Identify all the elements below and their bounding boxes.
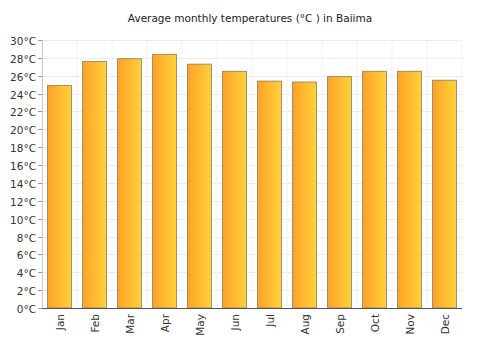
x-axis-line	[42, 308, 462, 309]
vertical-grid-line	[147, 40, 148, 308]
y-tick	[38, 219, 42, 220]
y-tick	[38, 183, 42, 184]
x-tick-label: Jun	[229, 314, 241, 331]
vertical-grid-line	[42, 40, 43, 308]
x-tick-label: Apr	[159, 313, 171, 332]
bar	[118, 59, 142, 308]
y-tick-label: 30°C	[10, 35, 36, 47]
vertical-grid-line	[77, 40, 78, 308]
y-tick	[38, 147, 42, 148]
bars	[48, 54, 457, 308]
y-tick-label: 2°C	[17, 285, 36, 297]
vertical-grid-line	[322, 40, 323, 308]
y-tick-label: 10°C	[10, 214, 36, 226]
vertical-grid-line	[287, 40, 288, 308]
bar	[258, 81, 282, 308]
y-tick	[38, 94, 42, 95]
bar	[223, 71, 247, 308]
bar	[293, 82, 317, 308]
bar	[83, 61, 107, 308]
y-tick-label: 12°C	[10, 196, 36, 208]
y-tick	[38, 237, 42, 238]
y-tick	[38, 201, 42, 202]
chart-title: Average monthly temperatures (°C ) in Ba…	[128, 12, 372, 24]
grid-line	[42, 40, 462, 41]
x-tick-label: Aug	[299, 314, 311, 335]
x-tick-label: Dec	[439, 314, 451, 335]
y-tick-label: 14°C	[10, 178, 36, 190]
y-tick-label: 20°C	[10, 124, 36, 136]
x-tick-label: May	[194, 314, 206, 336]
vertical-grid-line	[427, 40, 428, 308]
y-tick	[38, 76, 42, 77]
vertical-grid-line	[357, 40, 358, 308]
bar	[153, 54, 177, 308]
y-tick	[38, 290, 42, 291]
x-tick-label: Jul	[264, 314, 276, 328]
x-tick-label: Sep	[334, 314, 346, 334]
bar	[433, 80, 457, 308]
bar	[328, 77, 352, 308]
chart-container: Average monthly temperatures (°C ) in Ba…	[0, 0, 500, 350]
x-tick-label: Oct	[369, 314, 381, 332]
grid-line	[42, 58, 462, 59]
vertical-grid-line	[462, 40, 463, 308]
y-tick	[38, 40, 42, 41]
y-tick-label: 6°C	[17, 249, 36, 261]
bar	[188, 64, 212, 308]
y-tick-label: 4°C	[17, 267, 36, 279]
vertical-grid-line	[217, 40, 218, 308]
bar	[48, 86, 72, 308]
x-tick-label: Mar	[124, 313, 136, 333]
y-tick-label: 22°C	[10, 106, 36, 118]
y-tick-label: 26°C	[10, 71, 36, 83]
y-tick-label: 16°C	[10, 160, 36, 172]
y-tick-label: 0°C	[17, 303, 36, 315]
bar	[398, 71, 422, 308]
x-tick-label: Nov	[404, 314, 416, 335]
y-tick-label: 28°C	[10, 53, 36, 65]
vertical-grid-line	[252, 40, 253, 308]
y-tick	[38, 165, 42, 166]
y-tick	[38, 272, 42, 273]
y-tick	[38, 111, 42, 112]
bar	[363, 71, 387, 308]
grid-line	[42, 308, 462, 309]
y-tick-label: 18°C	[10, 142, 36, 154]
y-tick	[38, 129, 42, 130]
y-tick-label: 8°C	[17, 232, 36, 244]
y-tick-label: 24°C	[10, 89, 36, 101]
x-tick-label: Jan	[54, 314, 66, 331]
y-axis-line	[42, 40, 43, 308]
x-tick-label: Feb	[89, 314, 101, 333]
y-tick	[38, 254, 42, 255]
vertical-grid-line	[392, 40, 393, 308]
chart-svg: Average monthly temperatures (°C ) in Ba…	[0, 0, 500, 350]
y-tick	[38, 58, 42, 59]
vertical-grid-line	[112, 40, 113, 308]
vertical-grid-line	[182, 40, 183, 308]
grid	[42, 40, 462, 309]
y-tick	[38, 308, 42, 309]
